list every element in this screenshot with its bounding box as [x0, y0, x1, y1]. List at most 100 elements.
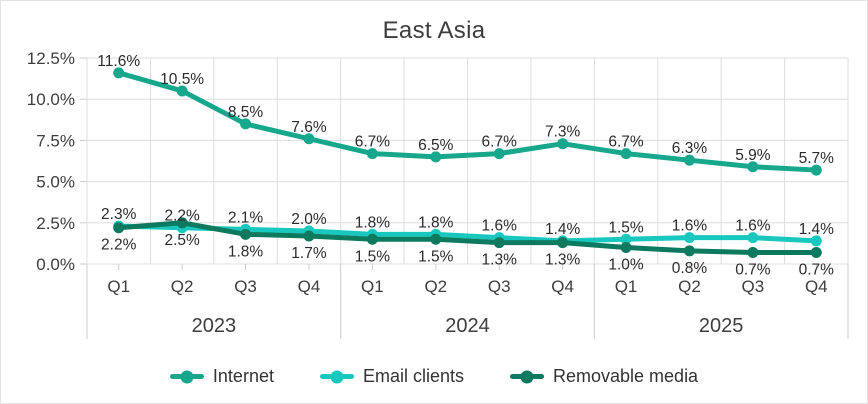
data-label: 1.8% [418, 214, 454, 231]
y-tick-label: 2.5% [36, 214, 75, 233]
chart-title: East Asia [382, 17, 486, 44]
quarter-label: Q2 [171, 277, 194, 296]
data-label: 1.5% [418, 248, 454, 265]
quarter-label: Q1 [107, 277, 130, 296]
data-label: 6.7% [355, 134, 391, 151]
data-point [747, 161, 759, 173]
data-point [810, 164, 822, 176]
data-label: 5.7% [799, 150, 835, 167]
y-tick-label: 0.0% [36, 255, 75, 274]
series-line-internet [116, 70, 819, 173]
data-point [747, 232, 759, 244]
quarter-label: Q1 [615, 277, 638, 296]
data-point [683, 232, 695, 244]
data-label: 0.8% [672, 260, 708, 277]
data-label: 1.5% [608, 219, 644, 236]
quarter-label: Q3 [234, 277, 257, 296]
grid: 0.0% 2.5% 5.0% 7.5% 10.0% 12.5% [27, 49, 849, 274]
data-label: 2.3% [101, 206, 137, 223]
year-label: 2023 [192, 315, 237, 337]
series-labels-internet: 11.6% 10.5% 8.5% 7.6% 6.7% 6.5% 6.7% 7.3% 6.7% 6.… [97, 53, 834, 167]
quarter-label: Q2 [678, 277, 701, 296]
data-point [176, 85, 188, 97]
data-point [113, 222, 125, 234]
data-label: 2.2% [101, 237, 137, 254]
data-label: 1.6% [482, 218, 518, 235]
data-point [620, 233, 632, 245]
legend-label: Email clients [362, 366, 464, 386]
year-label: 2024 [445, 315, 490, 337]
data-point [366, 233, 378, 245]
y-tick-label: 12.5% [27, 49, 75, 68]
data-label: 1.0% [608, 257, 644, 274]
data-label: 2.0% [291, 211, 327, 228]
removable-media-line-marker-icon [510, 370, 544, 383]
data-label: 0.7% [799, 261, 835, 278]
legend-label: Internet [212, 366, 274, 386]
x-axis: Q1 Q2 Q3 Q4 Q1 Q2 Q3 Q4 Q1 Q2 Q3 Q4 2023 2024 2025 [86, 264, 849, 339]
data-label: 6.7% [608, 134, 644, 151]
series-internet [113, 67, 822, 176]
legend-item-removable-media[interactable]: Removable media [510, 366, 698, 387]
data-label: 2.1% [228, 209, 264, 226]
quarter-label: Q3 [742, 277, 765, 296]
series-line-removable-media [116, 220, 819, 255]
data-point [620, 242, 632, 254]
data-point [113, 67, 125, 79]
quarter-label: Q4 [551, 277, 574, 296]
data-point [683, 154, 695, 166]
quarter-label: Q4 [805, 277, 828, 296]
quarter-label: Q1 [361, 277, 384, 296]
data-point [430, 233, 442, 245]
data-label: 1.8% [228, 243, 264, 260]
quarter-label: Q3 [488, 277, 511, 296]
quarter-label: Q2 [424, 277, 447, 296]
data-label: 1.3% [545, 252, 581, 269]
data-point [493, 148, 505, 160]
data-point [810, 235, 822, 247]
internet-line-marker-icon [169, 370, 204, 383]
legend-item-internet[interactable]: Internet [169, 366, 274, 387]
data-label: 2.5% [164, 232, 200, 249]
data-label: 1.6% [672, 218, 708, 235]
data-label: 5.9% [735, 147, 771, 164]
y-tick-label: 5.0% [36, 173, 75, 192]
legend: Internet Email clients Removable media [1, 366, 867, 387]
data-label: 6.5% [418, 137, 454, 154]
data-point [747, 246, 759, 258]
data-point [176, 217, 188, 229]
data-label: 7.6% [291, 119, 327, 136]
series-labels-removable-media: 2.2% 2.5% 1.8% 1.7% 1.5% 1.5% 1.3% 1.3% 1.0% 0.8%… [101, 232, 834, 279]
data-point [303, 230, 315, 242]
data-label: 11.6% [97, 53, 140, 70]
data-label: 2.2% [164, 208, 200, 225]
data-label: 1.8% [355, 214, 391, 231]
data-point [557, 237, 569, 249]
data-label: 1.5% [355, 248, 391, 265]
series-line-email-clients [116, 223, 819, 244]
data-label: 1.3% [482, 252, 518, 269]
data-point [493, 237, 505, 249]
year-label: 2025 [699, 315, 744, 337]
data-label: 7.3% [545, 124, 581, 141]
data-label: 1.4% [545, 221, 581, 238]
y-tick-label: 10.0% [27, 90, 75, 109]
data-point [240, 228, 252, 240]
data-point [303, 133, 315, 145]
y-tick-label: 7.5% [36, 131, 75, 150]
data-label: 1.7% [291, 245, 327, 262]
email-clients-line-marker-icon [319, 370, 354, 383]
data-point [557, 138, 569, 150]
legend-item-email-clients[interactable]: Email clients [319, 366, 464, 387]
data-label: 1.6% [735, 218, 771, 235]
data-label: 0.7% [735, 261, 771, 278]
data-label: 1.4% [799, 221, 835, 238]
series-labels-email-clients: 2.3% 2.2% 2.1% 2.0% 1.8% 1.8% 1.6% 1.4% 1.5% 1.6%… [101, 206, 834, 238]
data-point [240, 118, 252, 130]
data-label: 10.5% [160, 71, 204, 88]
series-removable-media [113, 217, 822, 258]
data-label: 8.5% [228, 104, 264, 121]
data-label: 6.7% [482, 134, 518, 151]
